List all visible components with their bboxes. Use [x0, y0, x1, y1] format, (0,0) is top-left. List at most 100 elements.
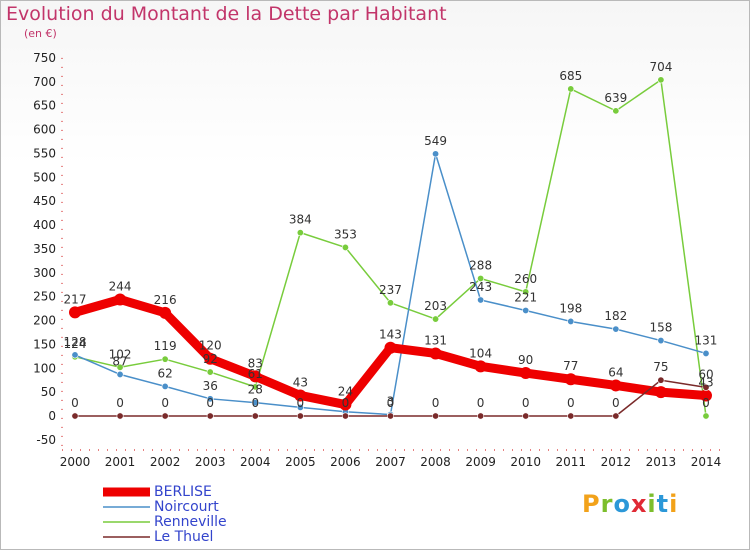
- data-point: [296, 403, 304, 411]
- data-label: 90: [518, 353, 533, 367]
- data-label: 260: [514, 272, 537, 286]
- x-tick-label: 2003: [195, 455, 226, 469]
- data-point: [477, 296, 485, 304]
- data-label: 0: [251, 396, 259, 410]
- y-tick-label: 200: [33, 314, 56, 328]
- data-label: 217: [64, 292, 87, 306]
- data-point: [612, 412, 620, 420]
- data-label: 0: [387, 396, 395, 410]
- data-point: [116, 412, 124, 420]
- data-point: [477, 274, 485, 282]
- data-label: 0: [522, 396, 530, 410]
- data-point: [522, 412, 530, 420]
- data-label: 0: [206, 396, 214, 410]
- data-point: [564, 373, 577, 386]
- data-label: 0: [161, 396, 169, 410]
- y-tick-label: 450: [33, 194, 56, 208]
- data-point: [657, 337, 665, 345]
- y-tick-label: 650: [33, 99, 56, 113]
- data-point: [69, 306, 81, 319]
- x-tick-label: 2001: [105, 455, 136, 469]
- data-label: 0: [432, 396, 440, 410]
- y-tick-label: 600: [33, 123, 56, 137]
- data-point: [116, 363, 124, 371]
- data-point: [384, 341, 397, 354]
- data-label: 221: [514, 290, 537, 304]
- data-point: [657, 76, 665, 84]
- data-label: 24: [338, 385, 353, 399]
- data-point: [522, 306, 530, 314]
- data-label: 131: [424, 333, 447, 347]
- data-point: [702, 383, 710, 391]
- data-label: 549: [424, 134, 447, 148]
- data-point: [432, 150, 440, 158]
- x-tick-label: 2008: [420, 455, 451, 469]
- data-point: [654, 386, 667, 399]
- data-label: 75: [653, 360, 668, 374]
- data-point: [296, 412, 304, 420]
- data-label: 83: [248, 356, 263, 370]
- data-label: 216: [154, 293, 177, 307]
- data-point: [567, 412, 575, 420]
- data-point: [206, 368, 214, 376]
- x-tick-label: 2002: [150, 455, 181, 469]
- data-label: 288: [469, 258, 492, 272]
- data-point: [161, 412, 169, 420]
- data-label: 158: [649, 321, 672, 335]
- data-point: [161, 382, 169, 390]
- y-tick-label: 50: [41, 385, 56, 399]
- data-point: [567, 317, 575, 325]
- data-point: [71, 412, 79, 420]
- data-point: [386, 299, 394, 307]
- legend-label: Le Thuel: [154, 529, 214, 545]
- x-tick-label: 2007: [375, 455, 406, 469]
- data-point: [204, 352, 217, 365]
- legend-label: BERLISE: [154, 484, 212, 500]
- data-label: 104: [469, 346, 492, 360]
- data-label: 243: [469, 280, 492, 294]
- data-point: [159, 306, 172, 319]
- data-label: 119: [154, 339, 177, 353]
- x-tick-label: 2010: [510, 455, 541, 469]
- data-label: 198: [559, 301, 582, 315]
- chart-title: Evolution du Montant de la Dette par Hab…: [6, 3, 447, 25]
- data-label: 36: [203, 379, 218, 393]
- x-tick-label: 2000: [60, 455, 91, 469]
- data-label: 353: [334, 227, 357, 241]
- data-point: [699, 389, 712, 402]
- y-tick-label: 250: [33, 290, 56, 304]
- data-point: [432, 315, 440, 323]
- y-tick-label: 550: [33, 146, 56, 160]
- x-tick-label: 2006: [330, 455, 361, 469]
- data-point: [609, 379, 622, 392]
- data-label: 0: [71, 396, 79, 410]
- chart-subtitle: (en €): [24, 27, 57, 40]
- data-label: 128: [64, 335, 87, 349]
- x-tick-label: 2011: [555, 455, 586, 469]
- data-label: 64: [608, 365, 623, 379]
- data-label: 0: [297, 396, 305, 410]
- y-tick-label: 0: [48, 409, 56, 423]
- data-label: 28: [248, 383, 263, 397]
- data-label: 0: [477, 396, 485, 410]
- data-point: [251, 383, 259, 391]
- legend-label: Renneville: [154, 514, 227, 530]
- data-label: 87: [112, 354, 127, 368]
- data-point: [294, 389, 307, 402]
- data-label: 60: [698, 367, 713, 381]
- data-label: 182: [604, 309, 627, 323]
- data-point: [116, 370, 124, 378]
- data-label: 43: [293, 375, 308, 389]
- y-tick-label: -50: [36, 433, 56, 447]
- proxiti-logo: Proxiti: [582, 490, 679, 518]
- data-point: [612, 107, 620, 115]
- data-label: 384: [289, 213, 312, 227]
- data-point: [249, 370, 262, 383]
- data-point: [339, 398, 352, 411]
- x-tick-label: 2005: [285, 455, 316, 469]
- data-label: 0: [116, 396, 124, 410]
- data-point: [702, 412, 710, 420]
- x-tick-label: 2009: [465, 455, 496, 469]
